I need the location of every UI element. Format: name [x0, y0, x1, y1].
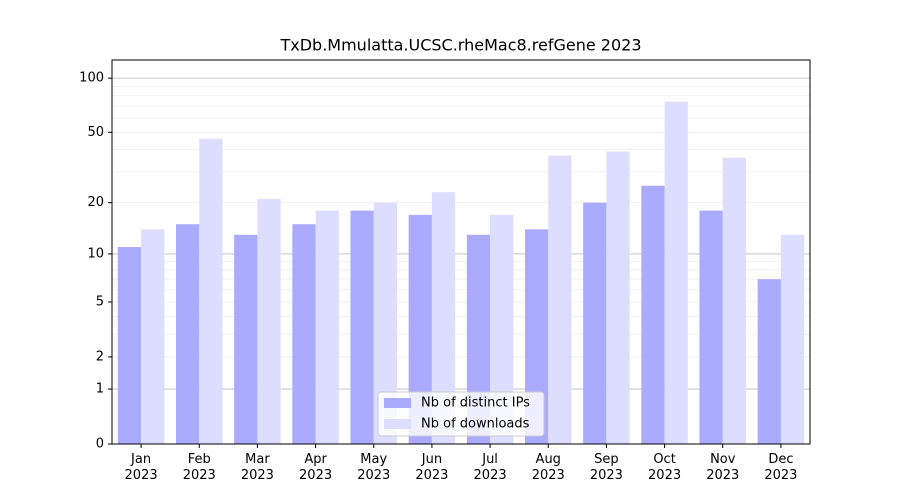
legend: Nb of distinct IPs Nb of downloads	[377, 391, 545, 437]
x-tick-label: Dec 2023	[764, 452, 798, 483]
x-tick-label: Aug 2023	[531, 452, 565, 483]
legend-label: Nb of downloads	[421, 417, 530, 432]
bar	[350, 210, 374, 444]
chart-title: TxDb.Mmulatta.UCSC.rheMac8.refGene 2023	[279, 36, 641, 55]
plot-frame	[111, 59, 811, 445]
legend-label: Nb of distinct IPs	[421, 396, 530, 411]
x-tick-label: Feb 2023	[182, 452, 216, 483]
bar	[524, 229, 549, 444]
bar	[757, 279, 781, 444]
bar	[699, 210, 723, 444]
x-tick-label: Apr 2023	[299, 452, 333, 483]
x-tick-label: Jan 2023	[124, 452, 158, 483]
bar	[664, 101, 688, 445]
x-tick-label: Jul 2023	[473, 452, 507, 483]
y-tick-label: 50	[87, 125, 104, 140]
bar	[431, 192, 456, 444]
bar	[641, 185, 665, 445]
x-tick-label: Mar 2023	[240, 452, 274, 483]
x-tick-label: Oct 2023	[648, 452, 682, 483]
y-tick-label: 5	[96, 294, 104, 309]
bar	[373, 202, 398, 444]
bar	[199, 138, 223, 444]
bar	[257, 198, 281, 444]
y-tick-label: 20	[87, 195, 104, 210]
y-tick-label: 10	[87, 246, 104, 261]
x-tick-label: Sep 2023	[589, 452, 623, 483]
y-tick-label: 2	[96, 349, 104, 364]
y-tick-label: 1	[96, 382, 104, 397]
bar	[780, 234, 805, 444]
bar	[722, 157, 747, 444]
x-tick-label: May 2023	[357, 452, 391, 483]
y-tick-label: 0	[96, 437, 104, 452]
bar	[490, 214, 514, 444]
y-tick-label: 100	[79, 71, 104, 86]
bar	[175, 224, 200, 444]
legend-box	[377, 391, 545, 437]
legend-swatch	[384, 398, 411, 408]
legend-swatch	[384, 419, 411, 429]
bar	[141, 229, 165, 444]
bar	[606, 151, 630, 444]
bar	[234, 234, 258, 444]
bar	[315, 210, 339, 444]
bar	[583, 202, 607, 444]
bar	[408, 214, 432, 444]
x-tick-label: Jun 2023	[415, 452, 449, 483]
bar	[292, 224, 316, 444]
bar	[117, 247, 142, 444]
x-tick-label: Nov 2023	[706, 452, 740, 483]
bar	[548, 155, 572, 444]
